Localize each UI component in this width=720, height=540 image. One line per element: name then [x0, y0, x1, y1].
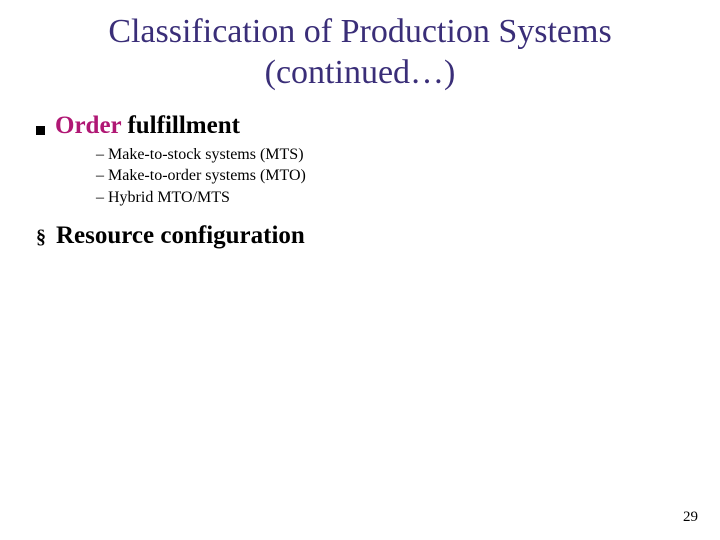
page-number: 29: [683, 509, 698, 526]
content-area: Order fulfillment –Make-to-stock systems…: [0, 94, 720, 251]
list-item: –Hybrid MTO/MTS: [96, 187, 720, 209]
square-bullet-icon: [36, 126, 45, 135]
bullet-accent-word: Order: [55, 112, 121, 139]
sub-list: –Make-to-stock systems (MTS) –Make-to-or…: [36, 144, 720, 209]
dash-icon: –: [96, 189, 104, 206]
list-item: –Make-to-order systems (MTO): [96, 165, 720, 187]
bullet-order-fulfillment: Order fulfillment: [36, 112, 720, 140]
list-item: –Make-to-stock systems (MTS): [96, 144, 720, 166]
bullet-rest: fulfillment: [121, 112, 240, 139]
bullet-label: Resource configuration: [56, 222, 305, 250]
bullet-label: Order fulfillment: [55, 112, 240, 140]
bullet-resource-configuration: § Resource configuration: [36, 222, 720, 250]
slide-title: Classification of Production Systems (co…: [0, 0, 720, 94]
dash-icon: –: [96, 167, 104, 184]
dash-icon: –: [96, 146, 104, 163]
title-line-1: Classification of Production Systems: [108, 13, 611, 50]
sub-item-label: Make-to-stock systems (MTS): [108, 146, 304, 163]
slide: Classification of Production Systems (co…: [0, 0, 720, 540]
sub-item-label: Hybrid MTO/MTS: [108, 189, 230, 206]
sub-item-label: Make-to-order systems (MTO): [108, 167, 306, 184]
section-symbol-icon: §: [36, 227, 46, 247]
title-line-2: (continued…): [265, 54, 456, 91]
